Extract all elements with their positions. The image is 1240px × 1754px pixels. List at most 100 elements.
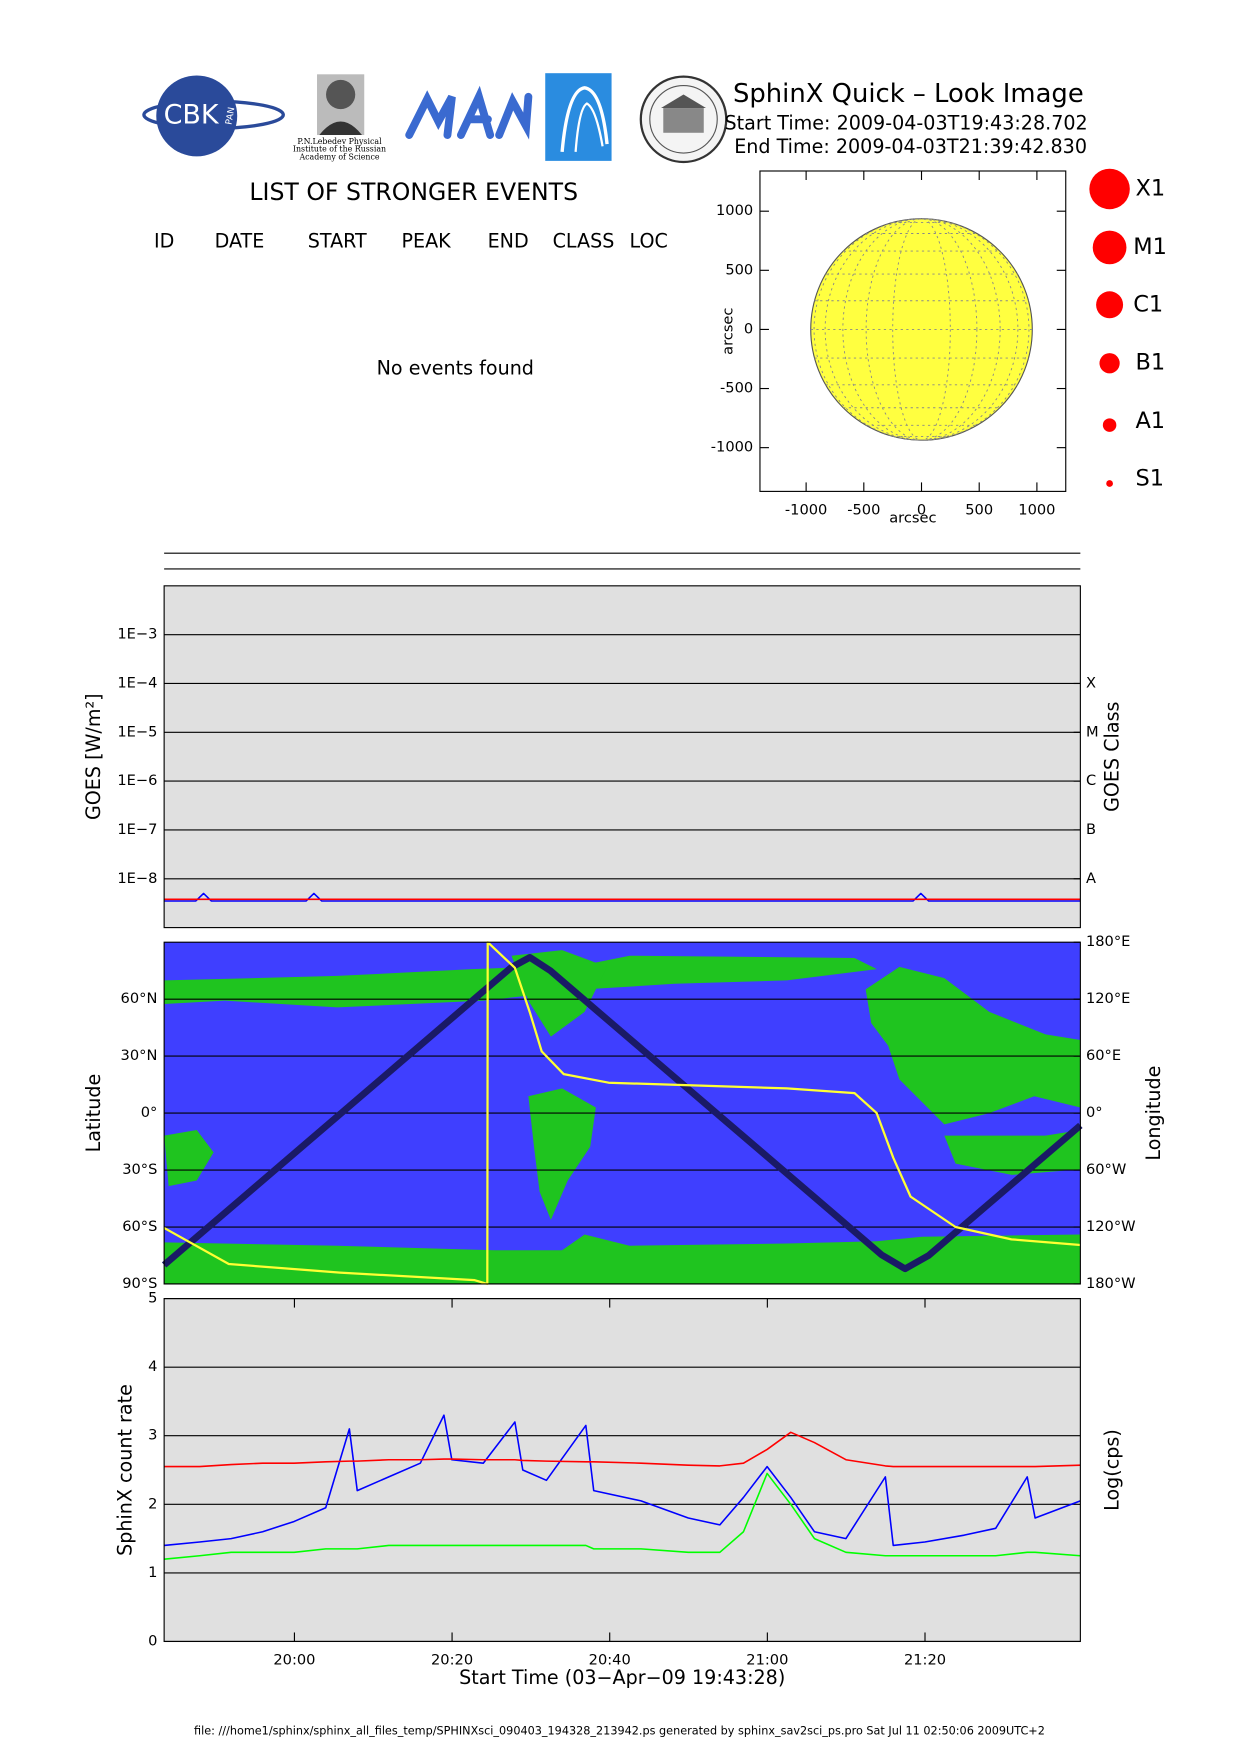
plot-frame <box>163 585 1081 929</box>
legend-marker <box>1099 353 1120 374</box>
y-tick-label: 0° <box>141 1104 158 1121</box>
legend-marker <box>1096 291 1124 319</box>
y-tick-label: 30°N <box>121 1047 158 1064</box>
data-line <box>164 1414 1081 1547</box>
plot-background <box>164 585 1081 928</box>
y-tick-label: 90°S <box>122 1275 157 1292</box>
y-tick-label: 4 <box>148 1358 157 1375</box>
legend-label: X1 <box>1135 175 1165 201</box>
y2-axis-label: Log(cps) <box>1100 1429 1123 1511</box>
x-axis-label: arcsec <box>889 509 936 526</box>
y-axis-label: Latitude <box>82 1074 105 1153</box>
y-tick-label: 1E−3 <box>117 626 157 643</box>
data-line <box>164 1472 1081 1560</box>
y2-tick-label: 60°E <box>1086 1047 1121 1064</box>
y-tick-label: 30°S <box>122 1161 157 1178</box>
class-legend: X1 M1 C1 B1 A1 S1 <box>1089 168 1167 492</box>
x-tick-label: 20:00 <box>273 1652 315 1669</box>
y2-tick-label: C <box>1086 772 1096 789</box>
y2-tick-label: 120°W <box>1086 1218 1136 1235</box>
y-tick-label: 1E−5 <box>117 723 157 740</box>
title: SphinX Quick – Look Image <box>733 79 1084 109</box>
y-tick-label: 1E−6 <box>117 772 157 789</box>
legend-marker <box>1092 230 1127 265</box>
column-header: START <box>308 229 367 252</box>
y2-tick-label: 0° <box>1086 1104 1103 1121</box>
column-header: CLASS <box>553 229 615 252</box>
y2-tick-label: B <box>1086 821 1096 838</box>
plot-frame <box>163 1298 1081 1643</box>
legend-marker <box>1102 418 1117 432</box>
lebedev-text: Academy of Science <box>298 153 379 162</box>
disk-grid <box>842 218 1001 441</box>
legend-label: S1 <box>1135 466 1164 492</box>
legend-marker <box>1089 168 1130 210</box>
y2-tick-label: X <box>1086 674 1096 691</box>
x-tick-label: 0 <box>917 502 926 519</box>
legend-label: B1 <box>1135 350 1165 376</box>
y-axis-label: GOES [W/m²] <box>82 693 105 820</box>
x-tick-label: 20:40 <box>589 1652 631 1669</box>
y2-tick-label: 180°W <box>1086 1275 1136 1292</box>
lebedev-text: P.N.Lebedev Physical <box>297 137 382 146</box>
university-seal <box>639 75 728 164</box>
end-time: End Time: 2009-04-03T21:39:42.830 <box>734 135 1087 158</box>
y-tick-label: 0 <box>148 1632 157 1649</box>
y-tick-label: 1E−8 <box>117 870 157 887</box>
disk-grid <box>892 218 951 441</box>
disk-grid <box>813 218 1030 441</box>
legend-label: M1 <box>1133 234 1167 260</box>
y-tick-label: -1000 <box>711 439 753 456</box>
lebedev-text: Institute of the Russian <box>293 145 386 154</box>
column-header: PEAK <box>401 229 451 252</box>
y-tick-label: 5 <box>148 1290 157 1307</box>
y-tick-label: 1 <box>148 1564 157 1581</box>
column-header: DATE <box>215 229 265 252</box>
no-events: No events found <box>377 356 534 379</box>
x-tick-label: 21:00 <box>746 1652 788 1669</box>
footer: file: ///home1/sphinx/sphinx_all_files_t… <box>194 1724 1045 1737</box>
data-line <box>163 941 1081 1286</box>
y-tick-label: 1E−4 <box>117 674 157 691</box>
column-header: ID <box>154 229 174 252</box>
x-tick-label: 1000 <box>1018 502 1055 519</box>
y-axis-label: SphinX count rate <box>113 1384 136 1556</box>
y2-tick-label: 180°E <box>1086 933 1130 950</box>
land <box>164 950 1081 1284</box>
y-tick-label: 2 <box>148 1495 157 1512</box>
y2-tick-label: 120°E <box>1086 990 1130 1007</box>
data-line <box>164 892 1081 902</box>
y-tick-label: 60°N <box>121 990 158 1007</box>
y-tick-label: 1E−7 <box>117 821 157 838</box>
data-line <box>161 954 1083 1273</box>
pan-text: PAN <box>224 106 237 125</box>
start-time: Start Time: 2009-04-03T19:43:28.702 <box>725 111 1088 134</box>
events-title: LIST OF STRONGER EVENTS <box>249 178 578 206</box>
cbk-text: CBK <box>164 99 220 130</box>
lebedev-logo: P.N.Lebedev Physical Institute of the Ru… <box>293 74 386 162</box>
plot-frame <box>759 170 1067 492</box>
solar-disk <box>810 218 1033 441</box>
disk-grid <box>824 218 1019 441</box>
x-tick-label: 20:20 <box>431 1652 473 1669</box>
y2-axis-label: Longitude <box>1142 1066 1165 1161</box>
y2-tick-label: M <box>1086 723 1099 740</box>
y-tick-label: 1000 <box>716 202 753 219</box>
y-tick-label: 500 <box>725 261 753 278</box>
column-header: END <box>488 229 529 252</box>
x-tick-label: 500 <box>965 502 993 519</box>
disk-grid <box>865 218 978 441</box>
x-tick-label: 21:20 <box>904 1652 946 1669</box>
plot-background <box>164 1298 1081 1642</box>
y2-axis-label: GOES Class <box>1100 701 1123 811</box>
y-axis-label: arcsec <box>719 308 736 355</box>
x-tick-label: -1000 <box>785 502 827 519</box>
y2-tick-label: 60°W <box>1086 1161 1126 1178</box>
data-line <box>164 1431 1081 1468</box>
column-header: LOC <box>629 229 667 252</box>
mifi-logo <box>405 85 533 140</box>
legend-marker <box>1106 480 1113 487</box>
y2-tick-label: A <box>1086 870 1096 887</box>
